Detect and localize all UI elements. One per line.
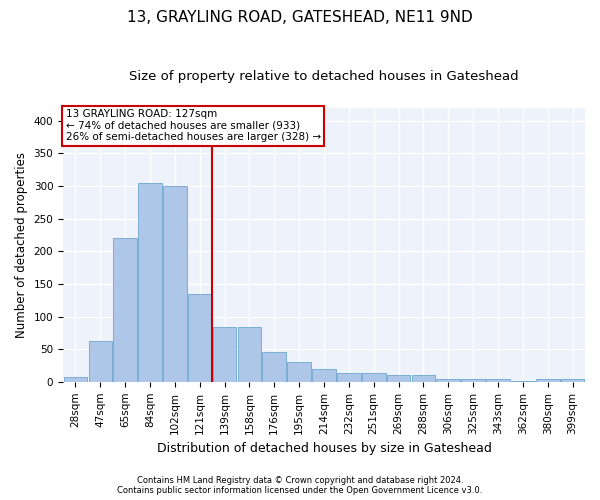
Bar: [486, 379, 510, 382]
Bar: [312, 370, 336, 382]
Text: Contains HM Land Registry data © Crown copyright and database right 2024.
Contai: Contains HM Land Registry data © Crown c…: [118, 476, 482, 495]
Bar: [387, 374, 410, 382]
X-axis label: Distribution of detached houses by size in Gateshead: Distribution of detached houses by size …: [157, 442, 491, 455]
Title: Size of property relative to detached houses in Gateshead: Size of property relative to detached ho…: [129, 70, 519, 83]
Bar: [461, 378, 485, 382]
Bar: [138, 183, 162, 382]
Bar: [213, 327, 236, 382]
Bar: [511, 380, 535, 382]
Y-axis label: Number of detached properties: Number of detached properties: [15, 152, 28, 338]
Bar: [337, 372, 361, 382]
Bar: [536, 379, 560, 382]
Bar: [163, 186, 187, 382]
Bar: [238, 327, 261, 382]
Bar: [64, 376, 87, 382]
Bar: [89, 340, 112, 382]
Bar: [362, 374, 386, 382]
Bar: [412, 376, 435, 382]
Bar: [436, 379, 460, 382]
Bar: [188, 294, 212, 382]
Text: 13, GRAYLING ROAD, GATESHEAD, NE11 9ND: 13, GRAYLING ROAD, GATESHEAD, NE11 9ND: [127, 10, 473, 25]
Bar: [113, 238, 137, 382]
Bar: [262, 352, 286, 382]
Bar: [287, 362, 311, 382]
Text: 13 GRAYLING ROAD: 127sqm
← 74% of detached houses are smaller (933)
26% of semi-: 13 GRAYLING ROAD: 127sqm ← 74% of detach…: [65, 109, 321, 142]
Bar: [561, 379, 584, 382]
